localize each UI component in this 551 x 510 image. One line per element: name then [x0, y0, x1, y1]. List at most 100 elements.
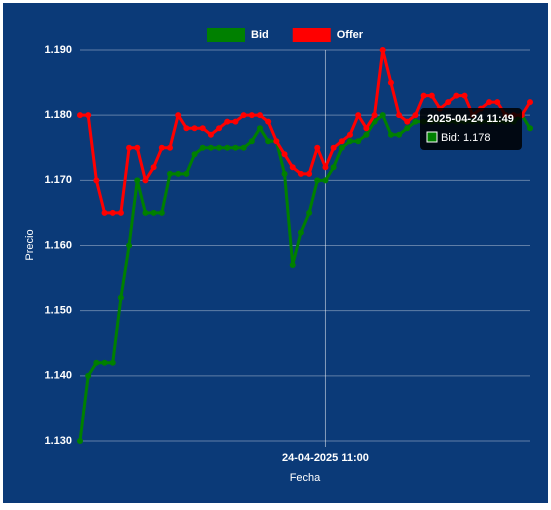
data-point — [428, 92, 435, 99]
data-point — [322, 177, 329, 184]
data-point — [142, 177, 149, 184]
x-tick-label: 24-04-2025 11:00 — [282, 452, 369, 464]
y-tick-label: 1.160 — [44, 239, 72, 251]
background — [3, 3, 548, 503]
data-point — [306, 170, 313, 177]
data-point — [101, 209, 108, 216]
data-point — [379, 47, 386, 53]
data-point — [396, 112, 403, 119]
data-point — [265, 138, 272, 145]
data-point — [248, 138, 255, 145]
data-point — [338, 144, 345, 151]
data-point — [412, 118, 419, 125]
data-point — [93, 359, 100, 366]
data-point — [191, 125, 198, 132]
data-point — [371, 112, 378, 119]
legend-swatch — [207, 28, 245, 42]
legend-label: Offer — [337, 29, 364, 41]
data-point — [347, 131, 353, 138]
data-point — [355, 138, 362, 145]
data-point — [158, 144, 165, 151]
data-point — [363, 131, 370, 138]
data-point — [322, 164, 329, 171]
data-point — [117, 209, 124, 216]
data-point — [175, 112, 182, 119]
data-point — [420, 92, 427, 99]
data-point — [224, 118, 231, 125]
data-point — [126, 144, 133, 151]
data-point — [306, 209, 313, 216]
data-point — [273, 138, 280, 145]
data-point — [314, 144, 321, 151]
y-tick-label: 1.130 — [44, 435, 72, 447]
data-point — [109, 359, 116, 366]
data-point — [281, 170, 288, 177]
data-point — [216, 125, 223, 132]
tooltip-title: 2025-04-24 11:49 — [427, 113, 514, 125]
data-point — [117, 294, 124, 301]
data-point — [216, 144, 223, 151]
tooltip-box — [420, 108, 522, 150]
data-point — [355, 112, 362, 119]
data-point — [134, 177, 141, 184]
data-point — [199, 144, 206, 151]
y-tick-label: 1.190 — [44, 44, 72, 56]
y-tick-label: 1.170 — [44, 174, 72, 186]
data-point — [85, 112, 92, 119]
data-point — [134, 144, 141, 151]
tooltip-label: Bid: 1.178 — [441, 132, 491, 144]
data-point — [109, 209, 116, 216]
data-point — [85, 372, 92, 379]
data-point — [289, 262, 296, 269]
legend-label: Bid — [251, 29, 269, 41]
data-point — [150, 164, 157, 171]
x-axis-title: Fecha — [290, 472, 321, 484]
data-point — [265, 118, 272, 125]
data-point — [404, 118, 411, 125]
data-point — [338, 138, 345, 145]
data-point — [77, 112, 83, 119]
data-point — [257, 112, 263, 119]
data-point — [486, 99, 493, 106]
data-point — [175, 170, 182, 177]
data-point — [297, 229, 304, 236]
data-point — [527, 99, 533, 106]
data-point — [77, 438, 83, 444]
data-point — [224, 144, 231, 151]
y-tick-label: 1.180 — [44, 109, 72, 121]
data-point — [379, 112, 386, 119]
data-point — [93, 177, 100, 184]
data-point — [347, 138, 353, 145]
data-point — [150, 209, 157, 216]
data-point — [404, 125, 411, 132]
data-point — [191, 151, 198, 158]
data-point — [412, 112, 419, 119]
data-point — [461, 92, 468, 99]
data-point — [183, 125, 190, 132]
data-point — [297, 170, 304, 177]
data-point — [453, 92, 460, 99]
data-point — [387, 131, 394, 138]
tooltip-swatch — [426, 131, 438, 143]
data-point — [101, 359, 108, 366]
data-point — [445, 99, 452, 106]
y-tick-label: 1.140 — [44, 370, 72, 382]
y-tick-label: 1.150 — [44, 305, 72, 317]
data-point — [330, 164, 337, 171]
legend-swatch — [292, 28, 331, 42]
data-point — [142, 209, 149, 216]
data-point — [232, 144, 239, 151]
data-point — [126, 242, 133, 249]
data-point — [289, 164, 296, 171]
data-point — [240, 144, 247, 151]
data-point — [527, 125, 533, 132]
y-axis-title: Precio — [24, 229, 36, 260]
data-point — [387, 79, 394, 86]
data-point — [207, 144, 214, 151]
data-point — [183, 170, 190, 177]
tooltip: 2025-04-24 11:49 Bid: 1.178 — [420, 108, 522, 150]
data-point — [396, 131, 403, 138]
data-point — [330, 144, 337, 151]
